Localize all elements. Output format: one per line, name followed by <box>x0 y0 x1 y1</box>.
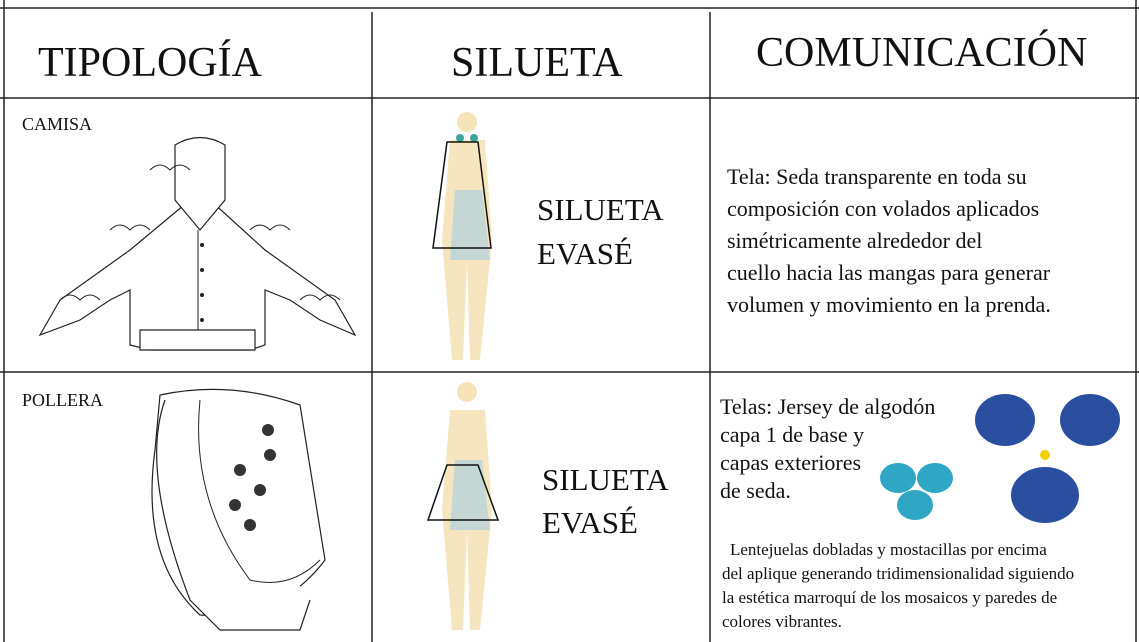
communication-line: capas exteriores <box>720 450 861 475</box>
communication-line: Tela: Seda transparente en toda su <box>727 164 1027 189</box>
communication-line: Telas: Jersey de algodón <box>720 394 935 419</box>
figure-illustration <box>432 112 492 360</box>
typology-label: CAMISA <box>22 114 92 134</box>
communication-line: capa 1 de base y <box>720 422 864 447</box>
silhouette-label: SILUETA <box>542 462 669 497</box>
skirt-sketch <box>151 388 326 631</box>
note-line: Lentejuelas dobladas y mostacillas por e… <box>730 540 1047 559</box>
silhouette-label: SILUETA <box>537 192 664 227</box>
communication-line: cuello hacia las mangas para generar <box>727 260 1051 285</box>
silhouette-label: EVASÉ <box>537 236 633 271</box>
column-header: SILUETA <box>451 40 623 86</box>
communication-line: de seda. <box>720 478 791 503</box>
communication-line: volumen y movimiento en la prenda. <box>727 292 1051 317</box>
shirt-sketch <box>38 136 357 351</box>
column-header: COMUNICACIÓN <box>756 29 1087 76</box>
sequin-illustration <box>880 394 1120 523</box>
note-line: colores vibrantes. <box>722 612 842 631</box>
note-line: del aplique generando tridimensionalidad… <box>722 564 1074 583</box>
column-header: TIPOLOGÍA <box>38 39 263 86</box>
note-line: la estética marroquí de los mosaicos y p… <box>722 588 1057 607</box>
typology-label: POLLERA <box>22 390 103 410</box>
communication-line: composición con volados aplicados <box>727 196 1039 221</box>
silhouette-label: EVASÉ <box>542 505 638 540</box>
communication-line: simétricamente alrededor del <box>727 228 982 253</box>
figure-illustration <box>426 382 500 630</box>
